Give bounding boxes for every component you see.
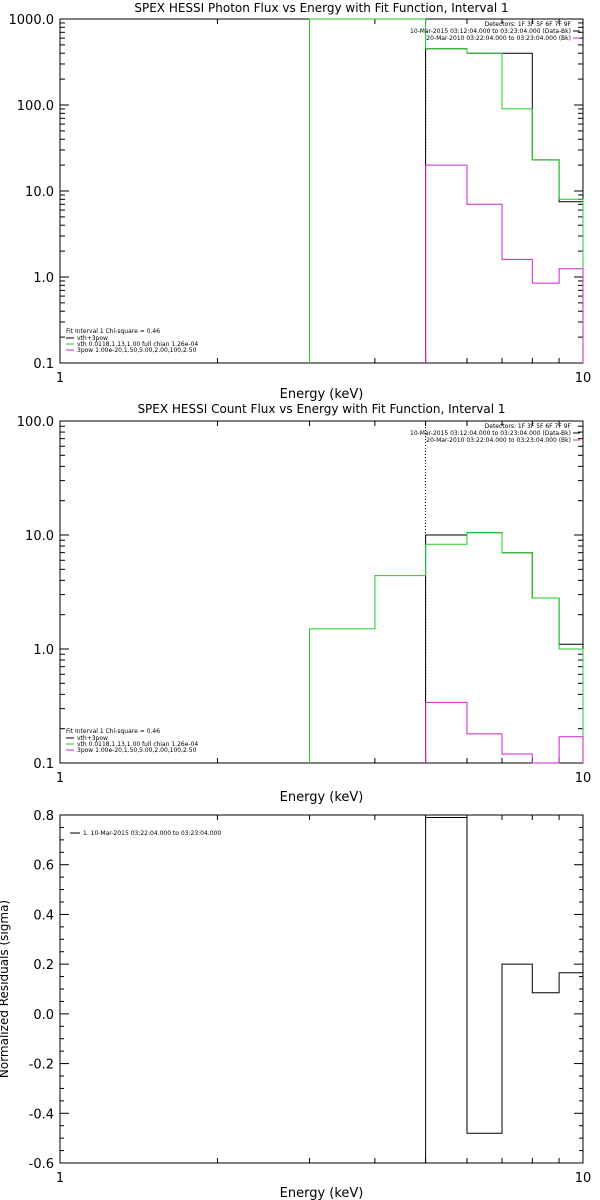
legend-top-left-entry-2: 1. 10-Mar-2015 03:22:04.000 to 03:23:04.…	[83, 830, 221, 837]
y-tick-label-2: -0.2	[29, 1058, 54, 1073]
series-line-2-0	[425, 817, 584, 1163]
y-tick-label-0: 0.1	[33, 357, 54, 372]
y-tick-label-2: 0.2	[33, 958, 54, 973]
legend-bottom-left-entry-0: vth+3pow	[77, 335, 108, 342]
y-tick-label-0: 1.0	[33, 271, 54, 286]
series-line-1-1	[309, 532, 584, 763]
y-tick-label-1: 100.0	[17, 415, 54, 430]
legend-bottom-left-entry-1: 3pow 1.00e-20,1.50,5.00,2.00,100,2.50	[77, 747, 197, 754]
series-line-0-2	[425, 164, 584, 363]
y-tick-label-2: 0.8	[33, 809, 54, 824]
x-tick-label-0: 10	[575, 371, 592, 386]
legend-top-right-entry-1: 10-Mar-2015 03:12:04.000 to 03:23:04.000…	[410, 430, 571, 437]
legend-top-right-entry-0: Detectors: 1F 3F 5F 6F 7F 9F	[485, 21, 572, 28]
chart-title-1: SPEX HESSI Count Flux vs Energy with Fit…	[137, 402, 505, 416]
chart-title-0: SPEX HESSI Photon Flux vs Energy with Fi…	[134, 1, 508, 15]
legend-bottom-left-entry-0: vth 0.0118,1.13,1.00 full chian 1.26e-04	[77, 341, 198, 348]
legend-top-right-entry-0: 10-Mar-2015 03:12:04.000 to 03:23:04.000…	[410, 28, 571, 35]
legend-bottom-left-entry-1: vth+3pow	[77, 735, 108, 742]
y-tick-label-1: 1.0	[33, 643, 54, 658]
y-tick-label-2: 0.0	[33, 1008, 54, 1023]
x-tick-label-0: 1	[56, 371, 64, 386]
series-line-0-1	[309, 18, 584, 363]
legend-bottom-left-header-1: Fit Interval 1 Chi-square = 0.46	[66, 728, 160, 735]
legend-bottom-left-entry-0: 3pow 1.00e-20,1.50,5.00,2.00,100,2.50	[77, 347, 197, 354]
plot-frame-1	[59, 420, 584, 764]
y-tick-label-1: 10.0	[25, 529, 54, 544]
x-axis-label-2: Energy (keV)	[280, 1186, 364, 1200]
y-tick-label-0: 1000.0	[9, 13, 55, 28]
x-axis-label-0: Energy (keV)	[280, 387, 364, 402]
x-tick-label-2: 10	[575, 1171, 592, 1186]
y-tick-label-0: 10.0	[25, 185, 54, 200]
legend-bottom-left-entry-1: vth 0.0118,1.13,1.00 full chian 1.26e-04	[77, 741, 198, 748]
x-axis-label-1: Energy (keV)	[280, 790, 364, 805]
plot-frame-0	[59, 18, 584, 364]
y-tick-label-2: -0.4	[29, 1107, 54, 1122]
y-tick-label-0: 100.0	[17, 99, 54, 114]
y-tick-label-2: 0.4	[33, 908, 54, 923]
series-line-1-2	[425, 701, 584, 764]
x-tick-label-2: 1	[56, 1171, 64, 1186]
legend-top-right-entry-0: 20-Mar-2010 03:22:04.000 to 03:23:04.000…	[426, 35, 571, 42]
x-tick-label-1: 1	[56, 771, 64, 786]
series-line-0-0	[425, 48, 584, 363]
y-tick-label-2: -0.6	[29, 1157, 54, 1172]
x-tick-label-1: 10	[575, 771, 592, 786]
legend-top-right-entry-1: Detectors: 1F 3F 5F 6F 7F 9F	[485, 423, 572, 430]
y-tick-label-2: 0.6	[33, 859, 54, 874]
y-tick-label-1: 0.1	[33, 757, 54, 772]
y-axis-label-2: Normalized Residuals (sigma)	[0, 900, 11, 1078]
legend-top-right-entry-1: 20-Mar-2010 03:22:04.000 to 03:23:04.000…	[426, 437, 571, 444]
legend-bottom-left-header-0: Fit Interval 1 Chi-square = 0.46	[66, 328, 160, 335]
plot-frame-2	[59, 814, 584, 1164]
